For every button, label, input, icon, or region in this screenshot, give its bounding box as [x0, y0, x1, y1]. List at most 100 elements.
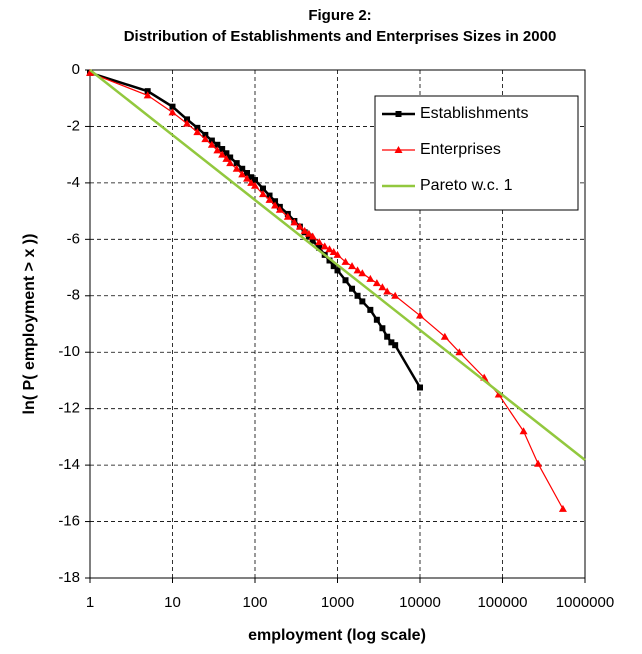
data-point — [295, 222, 304, 230]
data-point — [353, 266, 362, 274]
data-point — [252, 177, 258, 184]
y-tick-label: -12 — [58, 400, 80, 417]
data-point — [388, 339, 395, 346]
y-tick-label: -18 — [58, 569, 80, 586]
data-point — [169, 103, 176, 110]
data-point — [193, 128, 202, 136]
data-point — [416, 311, 424, 319]
y-tick-label: -16 — [58, 513, 80, 530]
legend-label: Establishments — [420, 105, 529, 122]
data-point — [342, 277, 349, 284]
legend-label: Pareto w.c. 1 — [420, 177, 513, 194]
data-point — [519, 427, 528, 435]
data-point — [358, 269, 367, 277]
data-point — [534, 459, 543, 467]
y-tick-label: 0 — [72, 61, 80, 78]
data-point — [290, 218, 299, 226]
data-point — [202, 131, 209, 138]
plot-frame — [89, 69, 586, 579]
data-point — [455, 348, 464, 356]
data-point — [168, 108, 177, 116]
data-point — [304, 229, 313, 237]
data-point — [208, 137, 215, 144]
data-point — [183, 119, 192, 127]
x-axis-title: employment (log scale) — [248, 627, 426, 644]
data-point — [227, 154, 234, 161]
data-point — [378, 283, 387, 291]
data-point — [265, 195, 274, 203]
data-point — [308, 232, 317, 240]
data-point — [316, 244, 323, 251]
data-point — [300, 226, 309, 234]
data-point — [233, 160, 240, 167]
data-point — [207, 140, 216, 148]
data-point — [440, 332, 449, 340]
data-point — [417, 384, 423, 391]
data-point — [392, 342, 399, 349]
data-point — [271, 201, 280, 209]
data-point — [218, 150, 227, 158]
data-point — [325, 245, 334, 253]
x-tick-label: 100000 — [477, 594, 527, 611]
data-point — [219, 146, 226, 153]
data-point — [283, 212, 292, 220]
data-point — [494, 390, 503, 398]
series-line — [89, 69, 586, 462]
data-point — [341, 257, 350, 265]
data-point — [194, 124, 201, 131]
data-point — [275, 205, 284, 213]
data-point — [367, 306, 374, 313]
data-point — [330, 263, 337, 270]
data-point — [333, 250, 342, 258]
data-point — [383, 287, 392, 295]
data-point — [372, 279, 381, 287]
y-axis-title: ln( P( employment > x )) — [21, 234, 38, 415]
y-tick-label: -6 — [67, 230, 80, 247]
data-point — [243, 174, 252, 182]
data-point — [379, 325, 386, 332]
y-tick-label: -14 — [58, 456, 80, 473]
data-point — [259, 185, 266, 192]
data-point — [201, 135, 210, 143]
x-tick-label: 10000 — [399, 594, 441, 611]
data-point — [223, 150, 230, 157]
data-point — [391, 291, 400, 299]
legend-marker — [394, 146, 403, 153]
data-point — [184, 116, 191, 123]
chart-subtitle: Distribution of Establishments and Enter… — [124, 28, 557, 45]
data-point — [238, 170, 247, 178]
data-point — [348, 262, 357, 270]
data-point — [329, 248, 338, 256]
chart-title: Figure 2: — [308, 7, 371, 24]
data-point — [373, 316, 380, 323]
data-point — [315, 238, 324, 246]
data-point — [334, 267, 341, 274]
x-tick-label: 1000 — [321, 594, 354, 611]
data-point — [232, 164, 241, 172]
data-point — [272, 198, 279, 205]
data-point — [226, 159, 235, 167]
legend-marker — [395, 111, 402, 117]
y-tick-label: -8 — [67, 287, 80, 304]
data-point — [143, 91, 152, 99]
x-tick-label: 100 — [242, 594, 267, 611]
y-tick-label: -2 — [67, 117, 80, 134]
data-point — [251, 181, 259, 189]
legend-label: Enterprises — [420, 141, 501, 158]
data-point — [247, 178, 256, 186]
data-point — [86, 68, 94, 76]
data-point — [384, 333, 391, 340]
data-point — [258, 190, 267, 198]
data-point — [309, 237, 316, 244]
data-point — [349, 285, 356, 292]
x-tick-label: 10 — [164, 594, 181, 611]
data-point — [239, 165, 246, 172]
data-point — [366, 274, 375, 282]
data-point — [144, 88, 151, 95]
data-point — [213, 146, 222, 154]
data-point — [244, 170, 251, 177]
x-tick-label: 1000000 — [556, 594, 614, 611]
data-point — [266, 192, 273, 199]
y-tick-label: -10 — [58, 343, 80, 360]
